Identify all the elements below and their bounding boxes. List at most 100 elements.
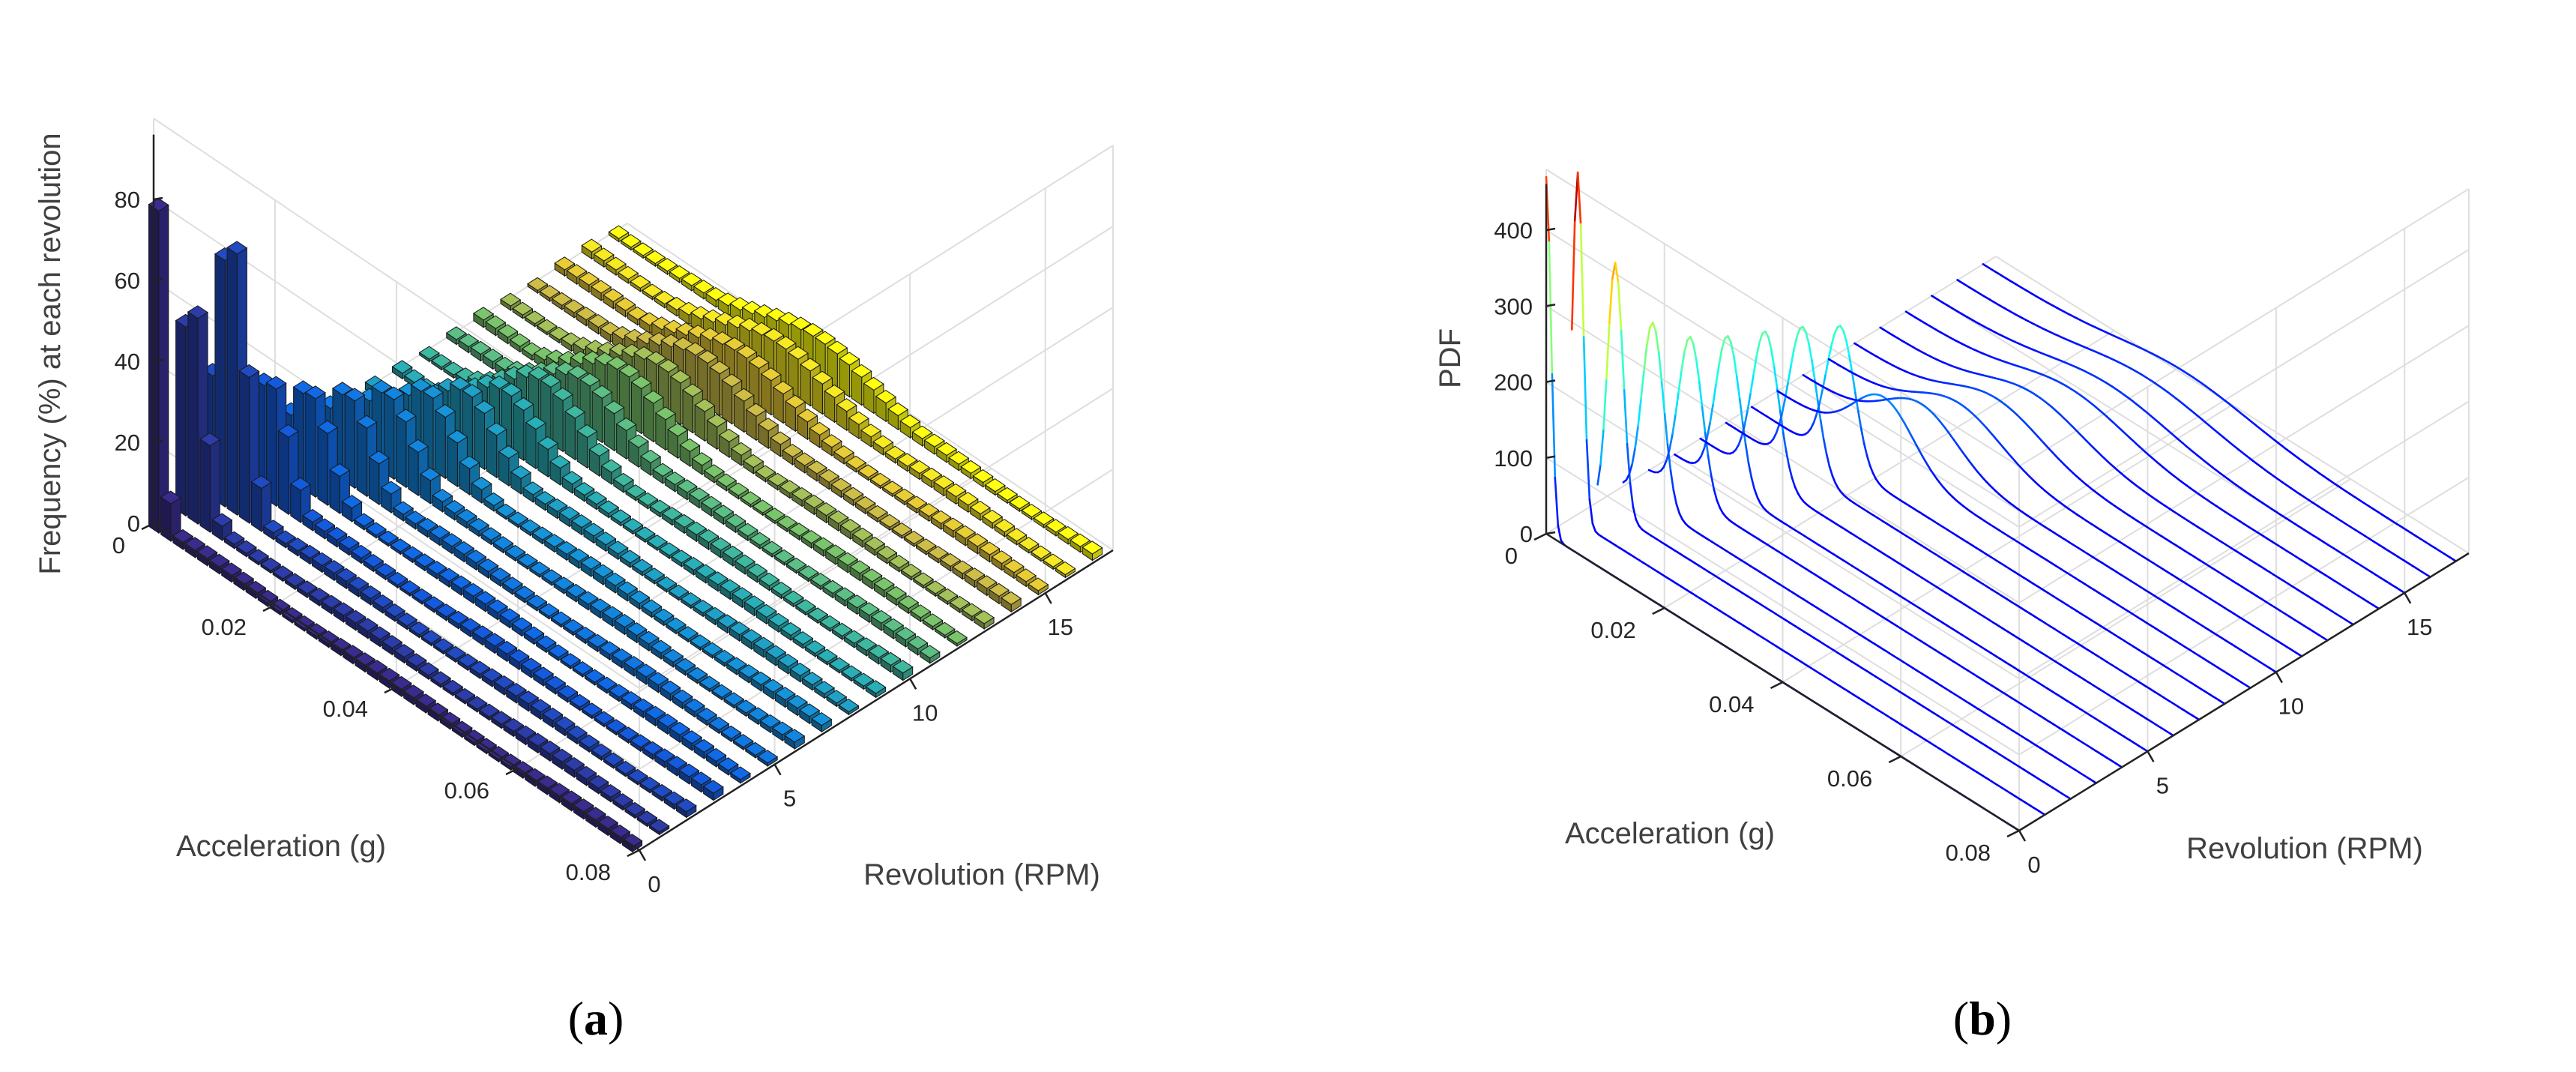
bar-side (746, 409, 757, 442)
pdf-curve-segment (1680, 351, 1686, 372)
bar-side (694, 404, 705, 442)
bar-side (679, 444, 691, 468)
pdf-curve-segment (1909, 433, 1915, 441)
bar-side (726, 663, 737, 675)
bar-side (579, 740, 590, 753)
bar-side (496, 646, 507, 663)
bar-side (907, 641, 919, 656)
bar-side (734, 394, 745, 433)
bar-side (883, 624, 894, 639)
bar-side (581, 244, 593, 260)
bar-side (640, 455, 651, 476)
bar-side (921, 473, 932, 489)
pdf-curve-segment (1752, 355, 1758, 376)
bar-side (817, 654, 828, 666)
bar-side (643, 396, 654, 443)
bar-side (994, 524, 1005, 537)
pdf-curve-segment (1692, 343, 1698, 361)
bar-side (642, 289, 654, 301)
bar-side (441, 538, 453, 555)
bar-side (974, 616, 985, 630)
bar-side (544, 539, 555, 553)
bar-side (615, 766, 627, 777)
bar-side (1016, 574, 1027, 588)
pdf-curve-segment (1643, 343, 1648, 372)
bar-side (762, 684, 774, 700)
bar-side (897, 459, 908, 472)
bar-side (1004, 564, 1015, 579)
pdf-curve-segment (1770, 349, 1776, 369)
bar-side (587, 639, 598, 653)
bar-side (462, 588, 474, 604)
bar-side (654, 296, 666, 309)
bar-side (783, 596, 794, 608)
pdf-curve-segment (1758, 332, 1764, 343)
panel-a-bars (148, 198, 1103, 853)
bar-side (735, 705, 746, 717)
pdf-curve-segment (1735, 375, 1741, 400)
pdf-curve-segment (1626, 442, 1632, 484)
bar-side (779, 486, 791, 499)
pdf-curve-segment (1755, 341, 1761, 358)
bar-side (601, 465, 612, 485)
bar-side (453, 546, 465, 563)
bar-side (874, 582, 885, 598)
bar-side (527, 738, 539, 754)
bar-side (299, 550, 311, 565)
bar-side (785, 400, 796, 433)
bar-side (678, 769, 690, 785)
z-tick-label: 0 (127, 511, 140, 537)
pdf-curve-segment (1740, 424, 1746, 438)
bar-side (545, 681, 556, 695)
bar-side (625, 490, 636, 502)
pdf-curve-segment (1700, 447, 1706, 457)
bar-side (787, 700, 798, 717)
bar-side (603, 758, 615, 769)
bar-side (693, 286, 705, 300)
bar-side (245, 586, 256, 600)
bar-side (199, 438, 211, 533)
bar-side (657, 263, 668, 276)
bar-side (481, 674, 493, 687)
panel-b-curves (1545, 171, 2458, 832)
bar-side (447, 616, 459, 630)
pdf-curve-segment (1773, 367, 1779, 391)
bar-side (522, 487, 534, 503)
bar-side (630, 740, 642, 753)
bar-side (920, 651, 931, 664)
bar-side (369, 456, 380, 506)
bar-side (569, 699, 581, 711)
bar-side (556, 546, 567, 561)
pdf-curve-segment (1671, 413, 1677, 435)
bar-side (747, 713, 759, 726)
bar-side (363, 559, 374, 573)
bar-side (760, 720, 771, 734)
pdf-curve-segment (1632, 505, 1638, 521)
bar-side (789, 668, 801, 683)
pdf-curve-segment (1617, 281, 1623, 332)
pdf-curve-segment (1625, 473, 1630, 481)
bar-side (477, 564, 489, 579)
bar-side (568, 554, 579, 570)
bar-side (358, 624, 369, 639)
floor-grid-y (1900, 478, 2351, 757)
bar-side (849, 566, 860, 582)
bar-side (872, 441, 884, 456)
bar-side (530, 705, 541, 720)
bar-side (445, 651, 456, 663)
pdf-curve-segment (1842, 329, 1847, 343)
bar-side (339, 541, 350, 556)
bar-side (732, 592, 743, 609)
bar-side (705, 612, 716, 626)
bar-side (892, 666, 904, 681)
bar-side (511, 623, 522, 637)
bar-side (811, 717, 822, 733)
bar-side (595, 537, 606, 552)
back-wall-hgrid (2018, 188, 2470, 467)
bar-side (557, 690, 568, 703)
bar-side (824, 390, 836, 424)
bar-side (430, 677, 441, 689)
bar-side (674, 520, 685, 535)
pdf-curve-segment (1868, 464, 1874, 475)
bar-side (794, 458, 806, 474)
